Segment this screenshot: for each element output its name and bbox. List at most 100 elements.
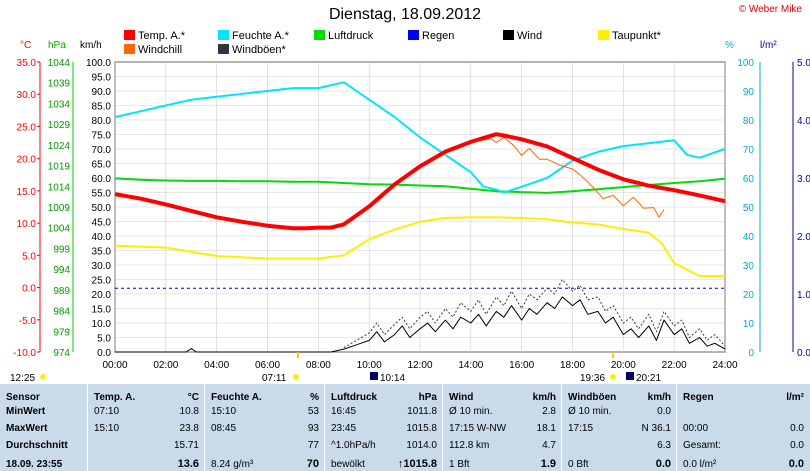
table-cell: 17:15 [568, 423, 594, 434]
humidity-tick-label: 80 [743, 116, 755, 127]
column-divider [87, 384, 88, 471]
x-tick-label: 06:00 [255, 360, 280, 371]
legend-item: Windchill [124, 44, 182, 56]
table-cell: 16:45 [331, 406, 357, 417]
sun-icon [40, 374, 46, 380]
table-value: 15.71 [173, 440, 199, 451]
wind-tick-label: 35.0 [92, 247, 112, 258]
legend-swatch [314, 30, 325, 40]
x-tick-label: 00:00 [102, 360, 127, 371]
pressure-tick-label: 1024 [48, 141, 71, 152]
pressure-tick-label: 984 [53, 307, 70, 318]
table-cell: 23:45 [331, 423, 357, 434]
pressure-tick-label: 1034 [48, 99, 71, 110]
pressure-tick-label: 1009 [48, 203, 71, 214]
x-tick-label: 10:00 [357, 360, 382, 371]
wind-tick-label: 25.0 [92, 276, 112, 287]
table-unit: km/h [532, 392, 556, 403]
wind-tick-label: 75.0 [92, 131, 112, 142]
table-header: Regen [683, 392, 714, 403]
pressure-tick-label: 1044 [48, 58, 71, 69]
table-value: 0.0 [790, 440, 804, 451]
table-value: 4.7 [542, 440, 556, 451]
pressure-tick-label: 994 [53, 265, 70, 276]
legend-label: Temp. A.* [138, 30, 186, 42]
marker-label: 10:14 [380, 373, 405, 384]
wind-tick-label: 30.0 [92, 261, 112, 272]
table-value: 93 [307, 423, 319, 434]
humidity-tick-label: 40 [743, 232, 755, 243]
table-header: Temp. A. [94, 392, 136, 403]
sun-icon [293, 374, 299, 380]
rain-tick-label: 1.0 [797, 290, 810, 301]
x-tick-label: 08:00 [306, 360, 331, 371]
column-divider [324, 384, 325, 471]
pressure-tick-label: 979 [53, 327, 70, 338]
humidity-tick-label: 0 [748, 348, 754, 359]
table-cell: 07:10 [94, 406, 120, 417]
legend-label: Regen [422, 30, 455, 42]
column-divider [204, 384, 205, 471]
pressure-tick-label: 1039 [48, 79, 71, 90]
table-footer: 1 Bft [449, 459, 470, 470]
legend-item: Windböen* [218, 44, 286, 56]
temp-tick-label: -5.0 [19, 316, 37, 327]
table-footer-value: 0.0 [655, 458, 671, 470]
stats-table: Sensor MinWert MaxWert Durchschnitt 18.09. 2… [0, 384, 810, 471]
humidity-tick-label: 50 [743, 203, 755, 214]
rain-tick-label: 2.0 [797, 232, 810, 243]
wind-tick-label: 55.0 [92, 189, 112, 200]
temp-tick-label: 25.0 [17, 122, 37, 133]
table-footer: 0 Bft [568, 459, 589, 470]
wind-tick-label: 65.0 [92, 160, 112, 171]
table-column: Windböen km/h Ø 10 min. 17:15 0.0 N 36.1 6.3 0 … [562, 384, 677, 471]
wind-tick-label: 70.0 [92, 145, 112, 156]
x-tick-label: 20:00 [611, 360, 636, 371]
rain-tick-label: 4.0 [797, 116, 810, 127]
table-header: Wind [449, 392, 474, 403]
humidity-unit: % [725, 40, 734, 51]
marker-label: 07:11 [262, 373, 287, 384]
table-value: 1011.8 [407, 406, 437, 417]
table-value: 18.1 [536, 423, 556, 434]
series-line [114, 177, 726, 194]
legend-item: Feuchte A.* [218, 30, 289, 42]
chart-title: Dienstag, 18.09.2012 [328, 6, 482, 23]
chart-plot: 00:00 02:00 04:00 06:00 08:00 10:00 12:00 14:00… [10, 58, 810, 384]
table-cell: Gesamt: [683, 440, 721, 451]
x-tick-label: 12:00 [407, 360, 432, 371]
humidity-tick-label: 20 [743, 290, 755, 301]
wind-tick-label: 0.0 [97, 348, 111, 359]
legend-swatch [218, 30, 229, 40]
pressure-tick-label: 989 [53, 286, 70, 297]
legend-swatch [124, 44, 135, 54]
legend-swatch [598, 30, 609, 40]
table-column: Regen l/m² 00:00 Gesamt: 0.0 0.0 0.0 l/m² 0.0 [677, 384, 810, 471]
table-unit: l/m² [786, 392, 804, 403]
table-value: 2.8 [542, 406, 556, 417]
legend-swatch [408, 30, 419, 40]
wind-tick-label: 90.0 [92, 87, 112, 98]
legend-label: Luftdruck [328, 30, 374, 42]
table-cell: 00:00 [683, 423, 709, 434]
legend-swatch [503, 30, 514, 40]
table-header: Luftdruck [331, 392, 378, 403]
table-cell: 15:10 [94, 423, 120, 434]
table-footer: 18.09. 23:55 [6, 459, 63, 470]
table-value: N 36.1 [641, 423, 671, 434]
wind-tick-label: 60.0 [92, 174, 112, 185]
rain-unit: l/m² [760, 40, 777, 51]
table-value: 77 [307, 440, 319, 451]
row-label: MaxWert [6, 423, 48, 434]
legend-item: Regen [408, 30, 454, 42]
table-cell: ^1.0hPa/h [331, 440, 376, 451]
marker-label: 12:25 [10, 373, 35, 384]
wind-tick-label: 15.0 [92, 305, 112, 316]
legend-swatch [124, 30, 135, 40]
rain-tick-label: 0.0 [797, 348, 810, 359]
wind-unit: km/h [80, 40, 102, 51]
table-unit: km/h [647, 392, 671, 403]
humidity-tick-label: 90 [743, 87, 755, 98]
table-column: Wind km/h Ø 10 min. 17:15 W-NW 112.8 km 2.8 18… [443, 384, 562, 471]
series-line [114, 216, 725, 277]
